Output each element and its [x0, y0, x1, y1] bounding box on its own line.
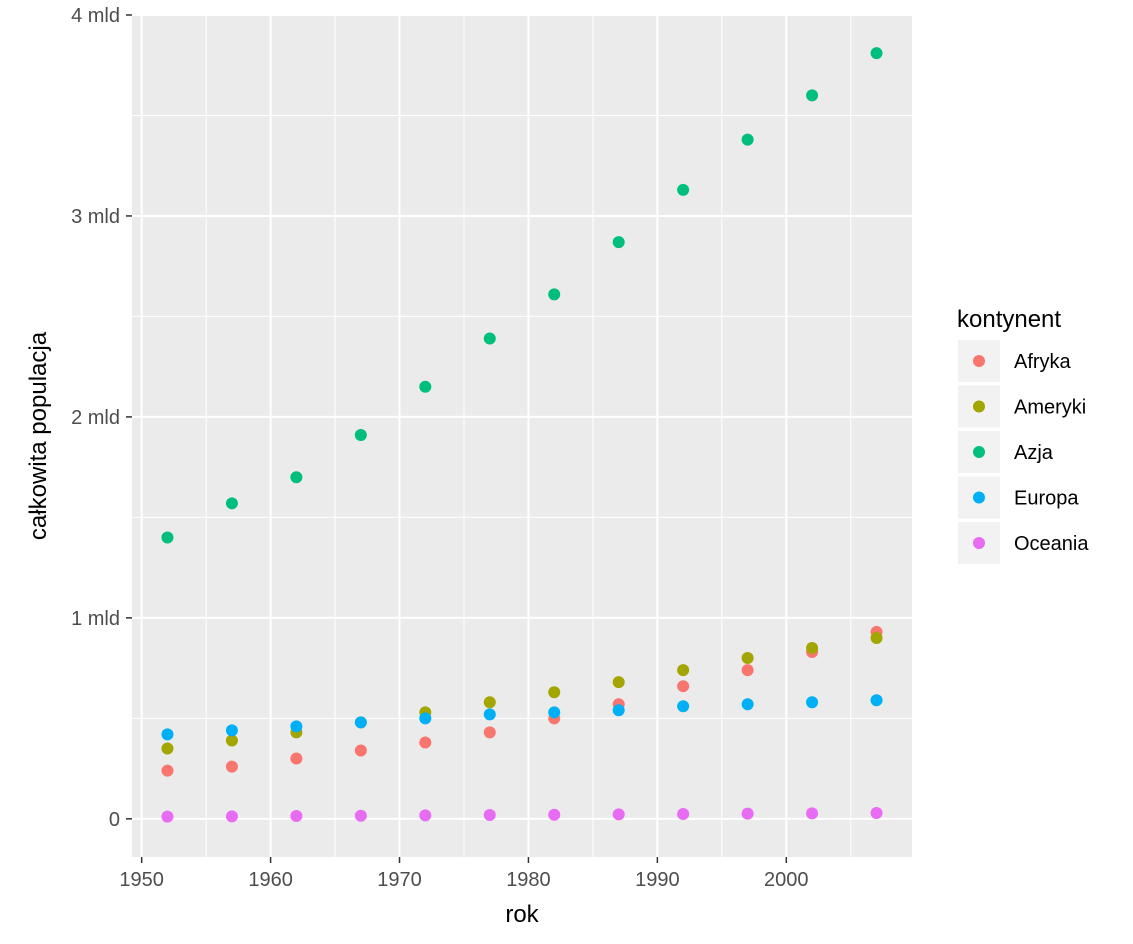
point-oceania	[419, 809, 432, 822]
point-oceania	[161, 810, 174, 823]
y-tick-label: 0	[109, 809, 120, 831]
point-ameryki	[483, 696, 496, 709]
point-ameryki	[806, 642, 819, 655]
y-axis-title: całkowita populacja	[25, 331, 52, 540]
point-azja	[870, 47, 883, 60]
point-ameryki	[870, 631, 883, 644]
legend-marker-oceania	[973, 537, 985, 549]
point-europa	[677, 700, 690, 713]
y-tick-label: 4 mld	[71, 5, 120, 27]
legend-marker-afryka	[973, 355, 985, 367]
legend-title: kontynent	[957, 306, 1061, 333]
point-afryka	[483, 726, 496, 739]
legend-marker-europa	[973, 491, 985, 504]
point-oceania	[225, 810, 238, 823]
point-azja	[354, 428, 367, 441]
major-gridlines	[132, 14, 912, 857]
point-oceania	[806, 807, 819, 820]
x-axis-title: rok	[505, 901, 539, 928]
x-axis: 1950 1960 1970 1980 1990 2000	[119, 857, 809, 891]
y-axis: 0 1 mld 2 mld 3 mld 4 mld	[71, 5, 132, 831]
legend-marker-azja	[973, 446, 985, 458]
point-europa	[806, 696, 819, 709]
point-europa	[548, 706, 561, 719]
point-azja	[741, 133, 754, 146]
legend-label-ameryki: Ameryki	[1014, 397, 1086, 419]
legend-marker-ameryki	[973, 400, 985, 413]
point-ameryki	[741, 652, 754, 665]
point-oceania	[677, 807, 690, 820]
legend-items: Afryka Ameryki Azja Europa Oceania	[958, 340, 1089, 564]
point-azja	[161, 531, 174, 544]
point-europa	[290, 720, 303, 733]
point-europa	[161, 728, 174, 741]
point-azja	[419, 380, 432, 393]
legend-label-europa: Europa	[1014, 488, 1079, 510]
point-europa	[741, 698, 754, 711]
panel-background	[132, 15, 912, 857]
point-europa	[354, 716, 367, 729]
x-tick-label: 1960	[248, 869, 293, 891]
legend-label-oceania: Oceania	[1014, 533, 1089, 555]
minor-gridlines	[132, 15, 912, 857]
point-azja	[677, 183, 690, 196]
point-europa	[419, 712, 432, 725]
point-ameryki	[225, 734, 238, 747]
y-tick-label: 1 mld	[71, 608, 120, 630]
legend-label-afryka: Afryka	[1014, 351, 1072, 373]
point-oceania	[612, 808, 625, 821]
point-oceania	[870, 806, 883, 819]
point-ameryki	[161, 742, 174, 755]
x-tick-label: 1970	[377, 869, 422, 891]
legend-label-azja: Azja	[1014, 442, 1054, 464]
point-europa	[225, 724, 238, 737]
y-tick-label: 3 mld	[71, 206, 120, 228]
point-afryka	[290, 752, 303, 765]
x-tick-label: 1980	[506, 869, 551, 891]
point-azja	[806, 89, 819, 102]
point-oceania	[354, 809, 367, 822]
point-europa	[612, 704, 625, 717]
point-oceania	[741, 807, 754, 820]
x-tick-label: 2000	[764, 869, 809, 891]
point-oceania	[290, 810, 303, 823]
point-azja	[290, 471, 303, 484]
point-oceania	[483, 809, 496, 822]
point-ameryki	[677, 664, 690, 677]
point-europa	[870, 694, 883, 707]
x-tick-label: 1990	[635, 869, 680, 891]
point-afryka	[677, 680, 690, 693]
point-ameryki	[548, 686, 561, 699]
data-points	[161, 47, 883, 823]
point-afryka	[354, 744, 367, 757]
point-afryka	[161, 764, 174, 777]
point-azja	[612, 236, 625, 249]
point-azja	[225, 497, 238, 510]
point-afryka	[419, 736, 432, 749]
point-afryka	[741, 664, 754, 677]
x-tick-label: 1950	[119, 869, 164, 891]
point-azja	[483, 332, 496, 345]
point-europa	[483, 708, 496, 721]
point-ameryki	[612, 676, 625, 689]
point-afryka	[225, 760, 238, 773]
y-tick-label: 2 mld	[71, 407, 120, 429]
legend: kontynent Afryka Ameryki Azja Europa Oceania	[957, 306, 1089, 564]
point-oceania	[548, 808, 561, 821]
point-azja	[548, 288, 561, 301]
